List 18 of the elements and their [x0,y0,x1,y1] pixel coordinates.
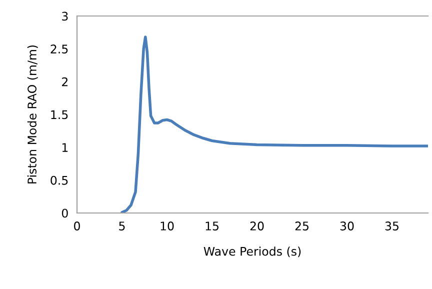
x-tick-label: 0 [74,222,80,230]
x-tick-label: 10 [160,222,174,230]
y-tick-label: 3 [62,12,68,21]
line-series [120,36,428,213]
x-tick-label: 20 [250,222,264,230]
y-tick-label: 0 [62,208,68,218]
y-tick-label: 1 [62,143,68,152]
y-tick-label: 0.5 [50,176,68,185]
x-tick-label: 30 [340,222,354,230]
x-axis-title: Wave Periods (s) [204,246,301,258]
x-tick-label: 25 [295,222,308,230]
x-tick-label: 35 [385,222,398,230]
y-tick-label: 2 [62,77,68,86]
x-tick-label: 5 [119,222,125,230]
y-tick-label: 1.5 [51,110,68,120]
y-axis-title: Piston Mode RAO (m/m) [27,45,38,184]
x-tick-label: 15 [206,222,218,230]
y-tick-label: 2.5 [50,44,68,54]
